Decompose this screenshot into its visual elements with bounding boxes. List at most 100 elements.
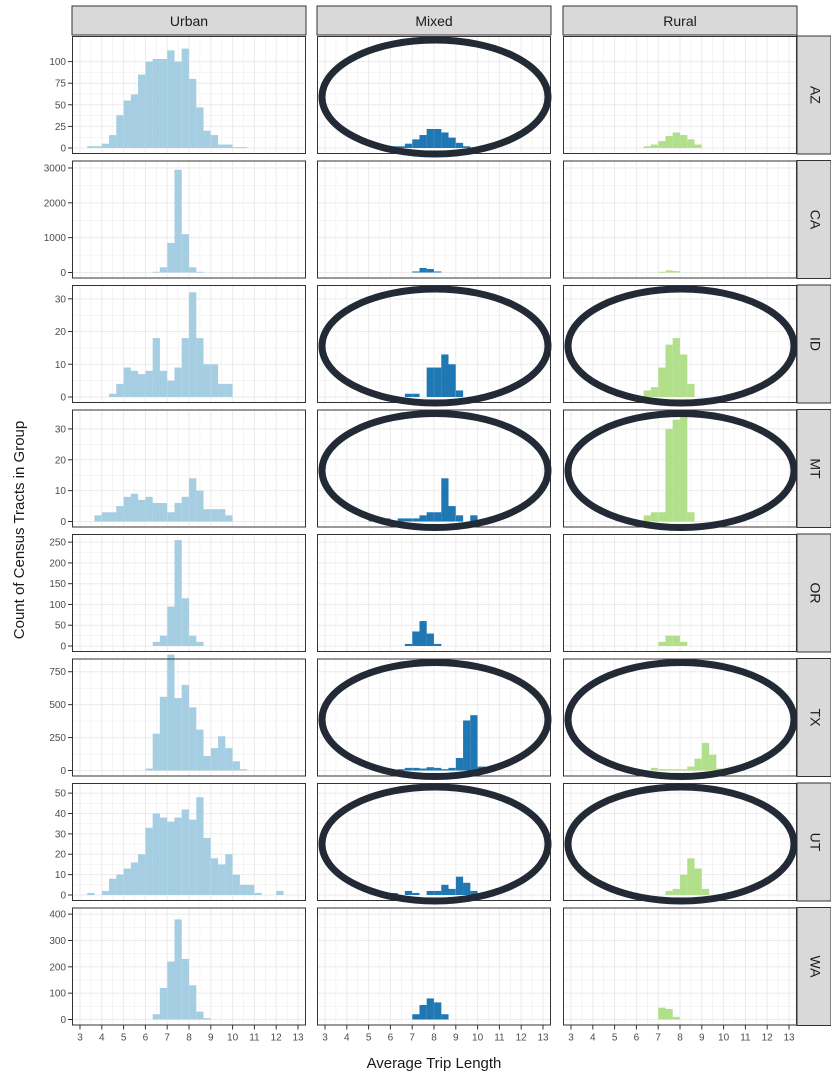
histogram-bar [94,515,102,522]
y-tick-label: 0 [60,891,66,902]
histogram-bar [434,767,442,771]
histogram-bar [463,882,471,895]
histogram-bar [167,961,175,1020]
histogram-bar [159,696,168,771]
histogram-bar [426,367,434,397]
histogram-bar [694,868,702,895]
strip-wa [796,907,831,1026]
x-tick-label: 8 [431,1033,437,1044]
histogram-bar [672,769,680,771]
histogram-bar [426,767,434,771]
histogram-bar [152,733,160,771]
panel-wa-rural [563,907,797,1026]
strip-id [796,284,831,404]
histogram-bar [189,478,197,522]
strip-label-tx: TX [807,709,823,728]
histogram-bar [218,509,226,522]
histogram-bar [665,428,673,522]
histogram-bar [203,364,211,397]
y-tick-label: 30 [55,424,67,435]
histogram-bar [643,390,651,397]
panel-border [317,907,551,1026]
histogram-bar [174,367,182,397]
histogram-bar [225,515,233,522]
histogram-bar [145,496,153,522]
histogram-bar [665,1008,673,1020]
y-tick-label: 50 [55,789,67,800]
histogram-bar [203,1018,211,1020]
histogram-bar [694,144,702,148]
histogram-bar [404,518,413,522]
histogram-bar [239,884,248,895]
histogram-bar [680,769,688,771]
histogram-bar [203,130,211,148]
y-tick-label: 200 [49,558,66,569]
panel-ca-mixed [317,160,551,279]
panel-id-mixed [317,285,552,407]
histogram-bar [232,761,240,771]
histogram-bar [138,854,146,895]
strip-urban [71,5,307,36]
histogram-bar [101,890,110,895]
strip-label-or: OR [807,583,823,604]
histogram-bar [694,758,702,771]
histogram-bar [189,267,197,273]
histogram-bar [404,767,413,771]
histogram-bar [658,141,666,148]
panel-az-urban [72,36,306,154]
histogram-bar [665,890,673,895]
histogram-bar [404,643,413,646]
histogram-bar [672,888,680,895]
histogram-bar [412,892,420,895]
histogram-bar [167,821,175,895]
histogram-bar [189,819,197,895]
histogram-bar [109,878,117,895]
histogram-bar [152,1014,160,1020]
histogram-bar [426,512,434,522]
y-tick-label: 10 [55,486,67,497]
histogram-bar [232,147,240,148]
panel-ut-rural [563,783,798,905]
histogram-bar [94,146,102,148]
histogram-bar [174,169,182,273]
histogram-bar [470,890,478,895]
y-tick-label: 3000 [44,163,67,174]
x-tick-label: 13 [292,1033,304,1044]
histogram-bar [174,698,182,771]
histogram-bar [441,478,449,522]
y-tick-label: 0 [60,1015,66,1026]
histogram-bar [210,748,219,771]
histogram-bar [463,146,471,148]
histogram-bar [152,59,160,149]
histogram-bar [426,890,434,895]
histogram-bar [470,715,478,771]
histogram-bar [174,540,182,646]
y-tick-label: 20 [55,455,67,466]
histogram-bar [196,1011,204,1020]
y-tick-label: 40 [55,809,67,820]
histogram-bar [123,367,131,397]
histogram-bar [419,267,427,273]
histogram-bar [123,868,131,895]
x-tick-label: 13 [537,1033,549,1044]
y-tick-label: 30 [55,829,67,840]
panel-border [72,36,306,154]
strip-ut [796,782,831,902]
histogram-bar [196,490,204,522]
x-tick-label: 10 [227,1033,239,1044]
panel-ut-mixed [317,783,552,905]
histogram-bar [167,242,175,273]
panel-border [72,783,306,901]
panel-border [317,534,551,652]
histogram-bar [239,147,248,148]
y-tick-label: 0 [60,766,66,777]
histogram-bar [159,817,168,895]
histogram-bar [658,1007,666,1020]
histogram-bar [116,874,124,895]
histogram-bar [672,1016,680,1020]
histogram-bar [145,370,153,397]
histogram-bar [672,338,680,397]
histogram-bar [448,506,456,522]
histogram-bar [189,635,197,646]
